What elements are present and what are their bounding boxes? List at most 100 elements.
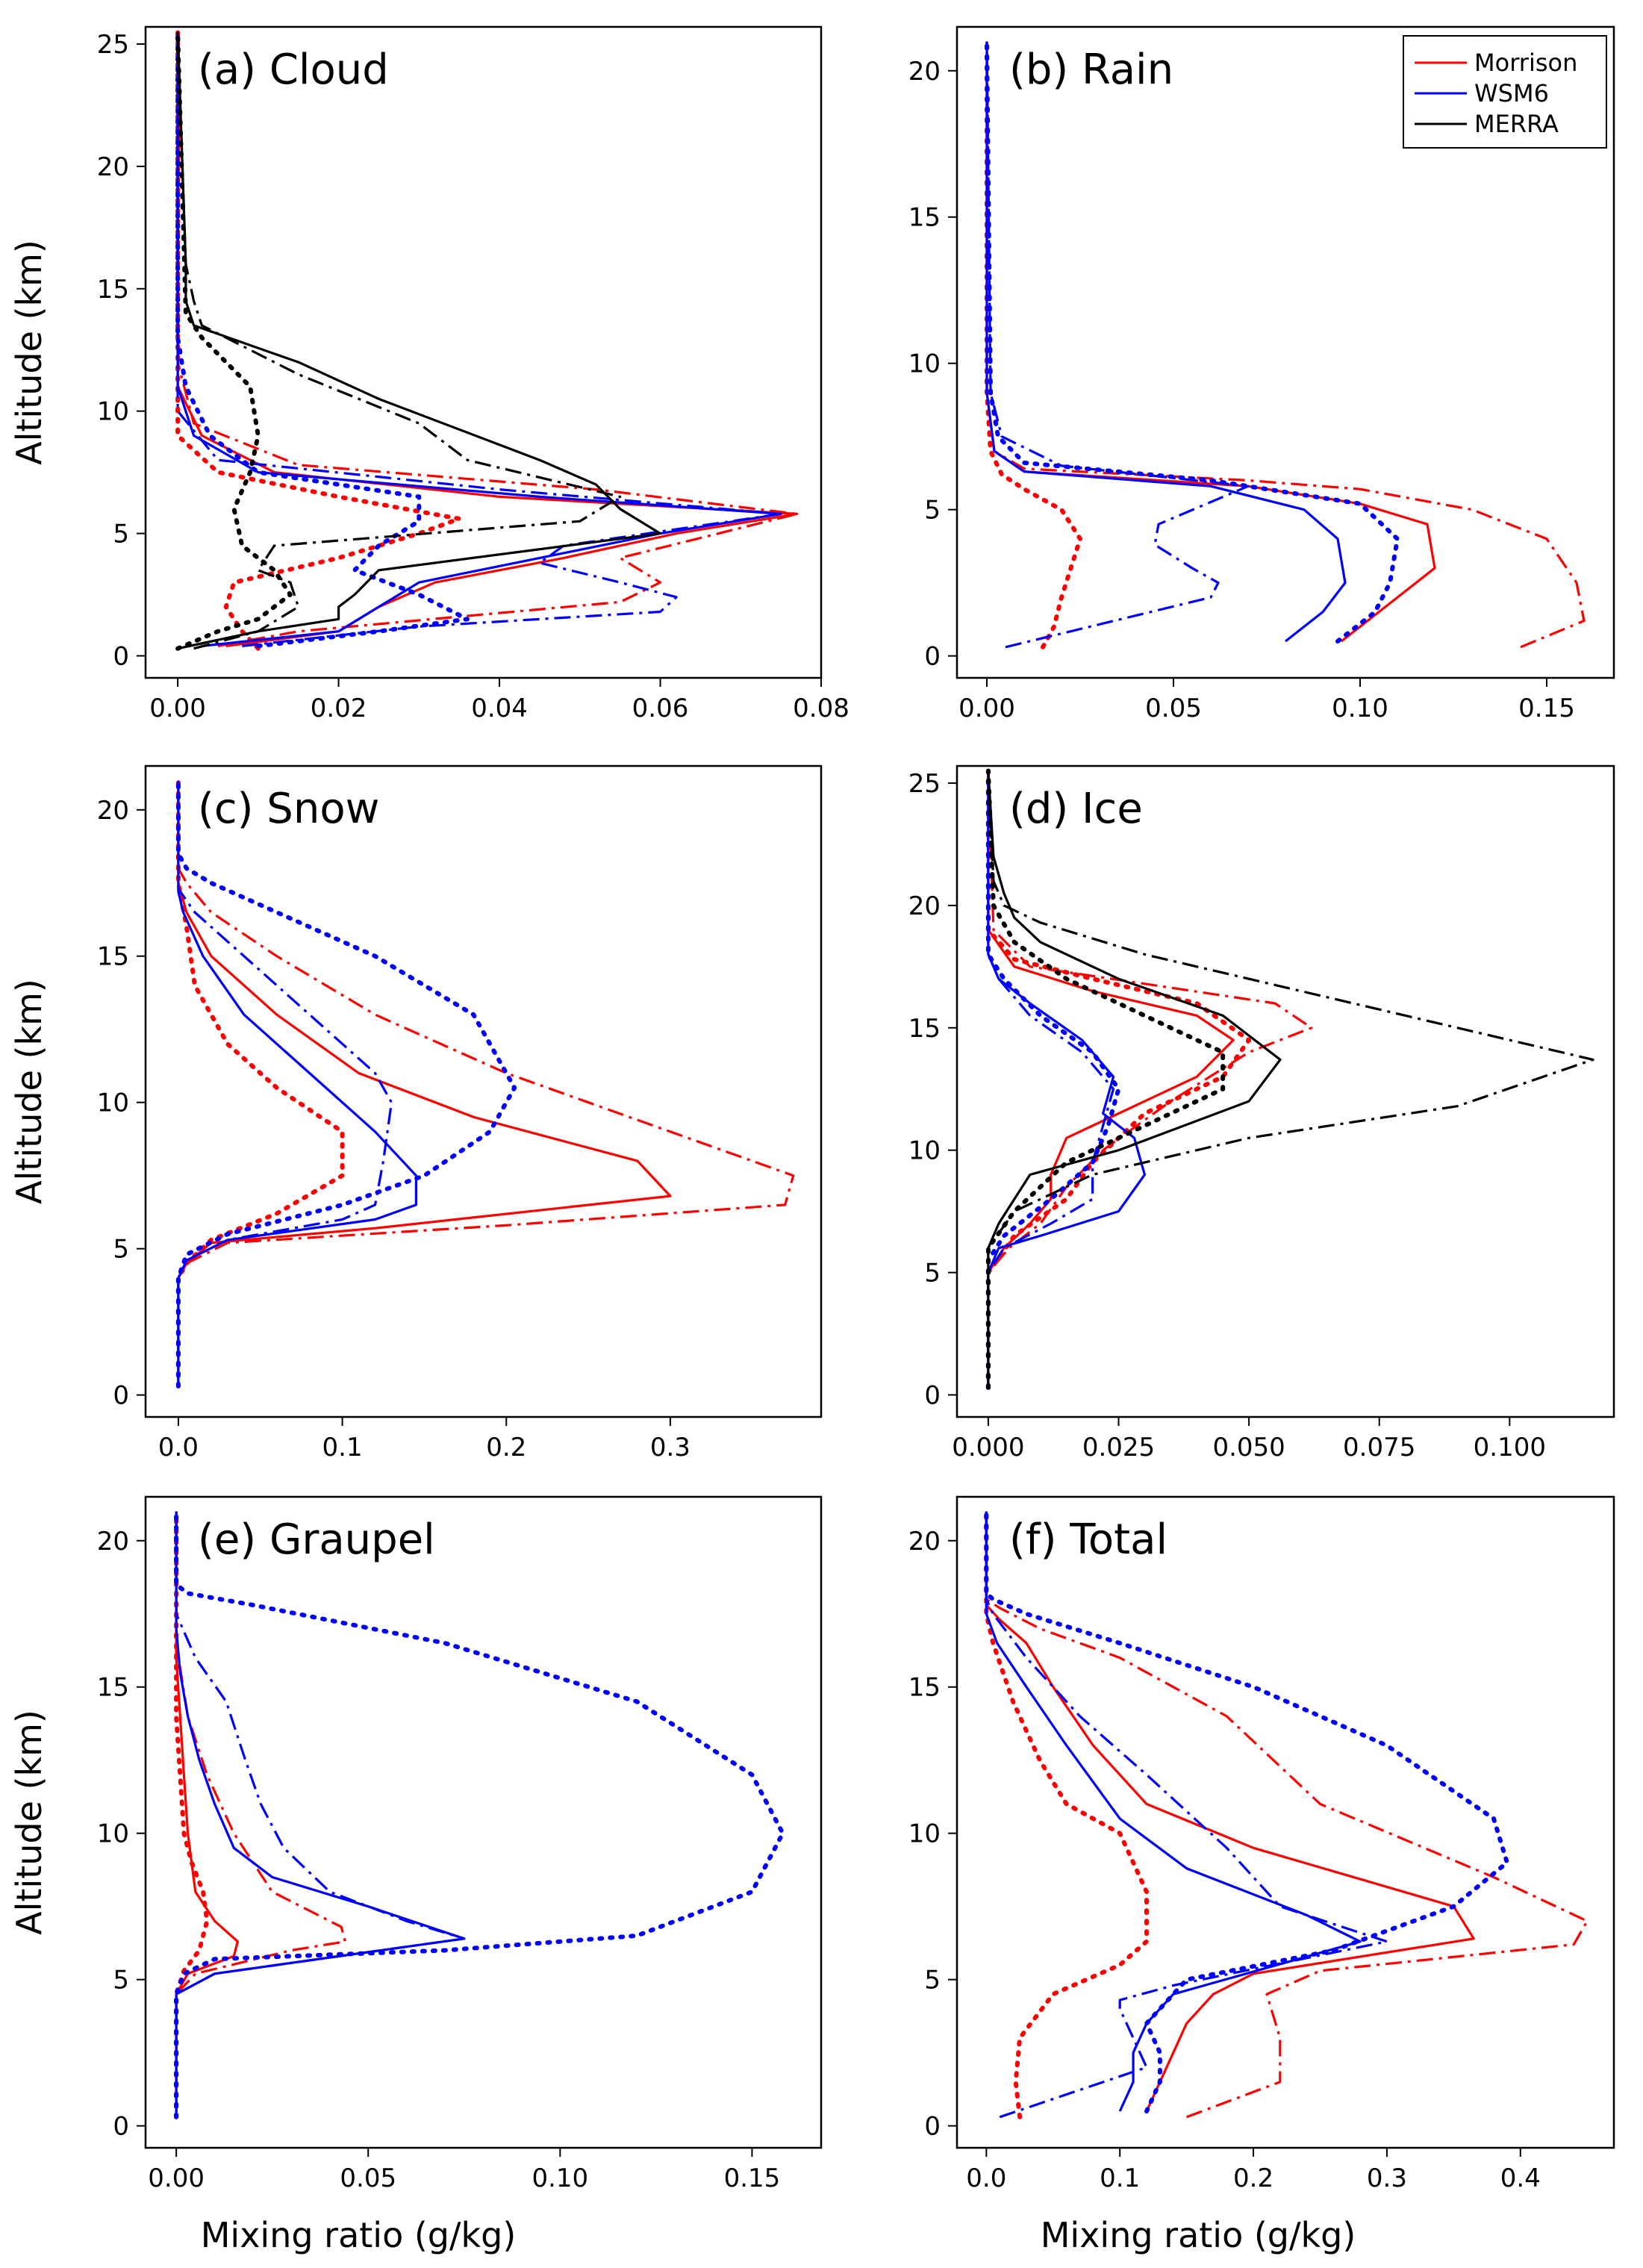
y-tick-label: 5 bbox=[113, 1235, 129, 1265]
y-tick-label: 5 bbox=[113, 520, 129, 549]
x-tick-label: 0.05 bbox=[340, 2163, 396, 2193]
x-tick-label: 0.2 bbox=[1233, 2163, 1273, 2193]
y-tick-label: 20 bbox=[908, 1527, 941, 1557]
y-tick-label: 0 bbox=[113, 2112, 129, 2142]
y-tick-label: 5 bbox=[924, 496, 941, 526]
series-line-black-dotted bbox=[985, 768, 1226, 1390]
y-tick-label: 15 bbox=[97, 942, 129, 972]
series-group bbox=[175, 29, 799, 651]
series-line-red-dotted bbox=[175, 778, 345, 1389]
series-line-blue-solid bbox=[176, 31, 782, 647]
panel-d-ice: 0.000 0.025 0.050 0.075 0.100 0 5 10 15 20 25 (d) I… bbox=[908, 764, 1615, 1462]
x-tick-label: 0.3 bbox=[650, 1433, 690, 1462]
y-axis-label: Altitude (km) bbox=[9, 240, 49, 465]
series-line-red-dashdot bbox=[985, 1511, 1589, 2119]
y-tick-label: 5 bbox=[924, 1259, 941, 1289]
y-tick-label: 0 bbox=[924, 2112, 941, 2142]
series-line-blue-dashdot bbox=[177, 780, 393, 1386]
x-tick-label: 0.2 bbox=[486, 1433, 526, 1462]
panel-b-rain: 0.00 0.05 0.10 0.15 0 5 10 15 20 (b) Rain bbox=[908, 25, 1615, 723]
y-tick-label: 15 bbox=[97, 275, 129, 305]
series-group bbox=[985, 39, 1586, 649]
y-tick-label: 5 bbox=[113, 1966, 129, 1996]
x-tick-label: 0.05 bbox=[1145, 694, 1202, 723]
series-line-blue-dashdot bbox=[985, 1511, 1388, 2119]
series-line-red-dotted bbox=[984, 1509, 1149, 2119]
y-tick-label: 10 bbox=[97, 1088, 129, 1118]
plot-frame bbox=[144, 25, 823, 679]
x-tick-label: 0.10 bbox=[531, 2163, 588, 2193]
x-tick-label: 0.100 bbox=[1474, 1433, 1546, 1462]
series-group bbox=[174, 1509, 785, 2119]
y-tick-label: 25 bbox=[97, 30, 129, 60]
x-tick-label: 0.10 bbox=[1332, 694, 1388, 723]
y-tick-label: 10 bbox=[908, 1136, 941, 1166]
panel-title: (a) Cloud bbox=[198, 46, 389, 94]
plot-frame bbox=[144, 764, 823, 1418]
y-tick-label: 15 bbox=[908, 1673, 941, 1703]
y-tick-label: 25 bbox=[908, 769, 941, 799]
panel-title: (c) Snow bbox=[198, 785, 379, 833]
series-line-blue-solid bbox=[985, 41, 1347, 643]
series-line-red-dotted bbox=[985, 39, 1082, 649]
y-tick-label: 10 bbox=[908, 349, 941, 379]
series-line-blue-dashdot bbox=[176, 31, 782, 647]
series-line-blue-dotted bbox=[984, 1509, 1509, 2113]
x-tick-label: 0.00 bbox=[958, 694, 1015, 723]
series-line-blue-dotted bbox=[985, 39, 1400, 644]
x-tick-label: 0.025 bbox=[1082, 1433, 1155, 1462]
legend-label-wsm6: WSM6 bbox=[1474, 79, 1549, 108]
x-tick-label: 0.0 bbox=[966, 2163, 1006, 2193]
x-tick-label: 0.06 bbox=[632, 694, 689, 723]
x-tick-label: 0.02 bbox=[311, 694, 367, 723]
series-group bbox=[175, 778, 795, 1389]
panel-title: (f) Total bbox=[1009, 1515, 1167, 1564]
x-axis-label-left: Mixing ratio (g/kg) bbox=[201, 2215, 517, 2255]
x-tick-label: 0.000 bbox=[952, 1433, 1024, 1462]
series-line-red-dashdot bbox=[176, 31, 799, 647]
series-line-red-solid bbox=[177, 780, 672, 1386]
legend-box bbox=[1403, 35, 1607, 149]
series-line-blue-solid bbox=[985, 1511, 1362, 2112]
y-tick-label: 20 bbox=[908, 57, 941, 87]
plot-frame bbox=[144, 1495, 823, 2149]
x-tick-label: 0.04 bbox=[471, 694, 528, 723]
series-line-black-dotted bbox=[175, 29, 293, 651]
series-line-black-solid bbox=[176, 31, 662, 650]
y-tick-label: 0 bbox=[113, 641, 129, 671]
series-line-black-dashdot bbox=[176, 31, 622, 650]
panel-title: (e) Graupel bbox=[198, 1515, 435, 1564]
y-tick-label: 15 bbox=[908, 203, 941, 233]
y-tick-label: 10 bbox=[908, 1819, 941, 1849]
x-tick-label: 0.00 bbox=[148, 2163, 205, 2193]
x-tick-label: 0.4 bbox=[1500, 2163, 1541, 2193]
x-tick-label: 0.15 bbox=[1518, 694, 1575, 723]
series-line-blue-dotted bbox=[985, 768, 1121, 1390]
x-tick-label: 0.00 bbox=[149, 694, 206, 723]
plot-frame bbox=[955, 25, 1615, 679]
x-tick-label: 0.08 bbox=[793, 694, 849, 723]
y-tick-label: 15 bbox=[908, 1014, 941, 1044]
series-line-blue-dashdot bbox=[985, 41, 1250, 649]
y-tick-label: 10 bbox=[97, 1819, 129, 1849]
series-line-red-dashdot bbox=[177, 780, 795, 1386]
y-tick-label: 20 bbox=[97, 152, 129, 182]
series-line-blue-dotted bbox=[174, 1509, 785, 2119]
x-tick-label: 0.0 bbox=[158, 1433, 199, 1462]
x-tick-label: 0.3 bbox=[1367, 2163, 1407, 2193]
series-line-red-dashdot bbox=[987, 770, 1313, 1388]
y-tick-label: 0 bbox=[924, 642, 941, 672]
y-tick-label: 15 bbox=[97, 1673, 129, 1703]
panel-c-snow: 0.0 0.1 0.2 0.3 0 5 10 15 20 (c) Snow Altitude (km… bbox=[9, 764, 823, 1462]
x-axis-label-right: Mixing ratio (g/kg) bbox=[1041, 2215, 1356, 2255]
y-tick-label: 5 bbox=[924, 1966, 941, 1996]
panel-title: (b) Rain bbox=[1009, 46, 1173, 94]
legend-label-merra: MERRA bbox=[1474, 110, 1559, 138]
y-tick-label: 20 bbox=[97, 1527, 129, 1557]
panel-e-graupel: 0.00 0.05 0.10 0.15 0 5 10 15 20 (e) Graupel Altit… bbox=[9, 1495, 823, 2193]
panel-a-cloud: 0.00 0.02 0.04 0.06 0.08 0 5 10 15 20 25 (a) Cloud A… bbox=[9, 25, 849, 723]
y-axis-label: Altitude (km) bbox=[9, 979, 49, 1204]
series-line-blue-dashdot bbox=[175, 1511, 466, 2117]
y-tick-label: 10 bbox=[97, 397, 129, 427]
